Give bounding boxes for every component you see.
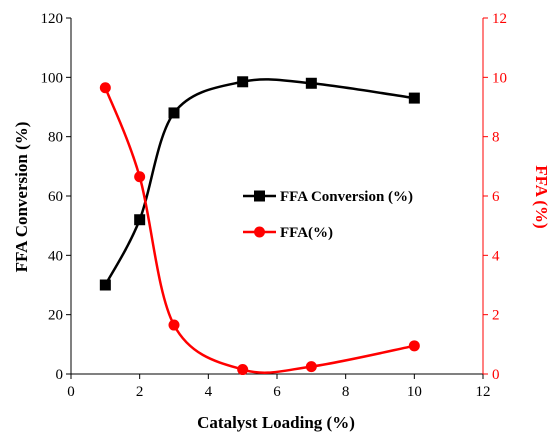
- x-tick-label: 12: [476, 384, 491, 400]
- y-axis-left-title: FFA Conversion (%): [12, 122, 31, 273]
- x-tick-label: 6: [273, 384, 281, 400]
- y-right-tick-label: 2: [492, 308, 500, 324]
- series-1-point: [99, 279, 111, 291]
- x-tick-label: 8: [342, 384, 350, 400]
- y-left-tick-label: 120: [41, 11, 64, 27]
- series-2-point: [305, 361, 317, 373]
- series-1-point: [305, 77, 317, 89]
- legend-label-2: FFA(%): [280, 225, 333, 241]
- y-left-tick-label: 40: [48, 248, 63, 264]
- legend: FFA Conversion (%) FFA(%): [243, 189, 413, 241]
- series-2-point: [99, 82, 111, 94]
- series-layer: [99, 76, 420, 376]
- legend-label-1: FFA Conversion (%): [280, 189, 413, 205]
- series-1-point: [134, 214, 146, 226]
- series-2-point: [134, 171, 146, 183]
- y-right-tick-label: 6: [492, 189, 500, 205]
- y-left-tick-label: 100: [41, 70, 64, 86]
- series-1-point: [237, 76, 249, 88]
- y-right-tick-label: 12: [492, 11, 507, 27]
- x-tick-label: 10: [407, 384, 422, 400]
- series-1-point: [408, 92, 420, 104]
- x-tick-label: 0: [67, 384, 75, 400]
- y-left-tick-label: 60: [48, 189, 63, 205]
- axes: [70, 18, 484, 375]
- y-right-tick-label: 4: [492, 248, 500, 264]
- x-tick-label: 4: [205, 384, 213, 400]
- series-2-point: [408, 340, 420, 352]
- y-right-tick-label: 8: [492, 130, 500, 146]
- y-left-tick-label: 0: [56, 367, 64, 383]
- y-axis-right-title: FFA (%): [532, 165, 550, 228]
- series-line-1: [104, 78, 415, 286]
- x-axis-title: Catalyst Loading (%): [197, 413, 355, 432]
- y-left-tick-label: 80: [48, 130, 63, 146]
- legend-marker-2: [254, 226, 265, 238]
- legend-marker-1: [254, 190, 265, 202]
- y-right-tick-label: 0: [492, 367, 500, 383]
- series-1-point: [168, 107, 180, 119]
- series-2-point: [168, 319, 180, 331]
- y-left-tick-label: 20: [48, 308, 63, 324]
- y-right-tick-label: 10: [492, 70, 507, 86]
- x-tick-label: 2: [136, 384, 144, 400]
- series-2-point: [237, 364, 249, 376]
- series-line-2: [104, 87, 415, 374]
- tick-marks: [66, 17, 488, 379]
